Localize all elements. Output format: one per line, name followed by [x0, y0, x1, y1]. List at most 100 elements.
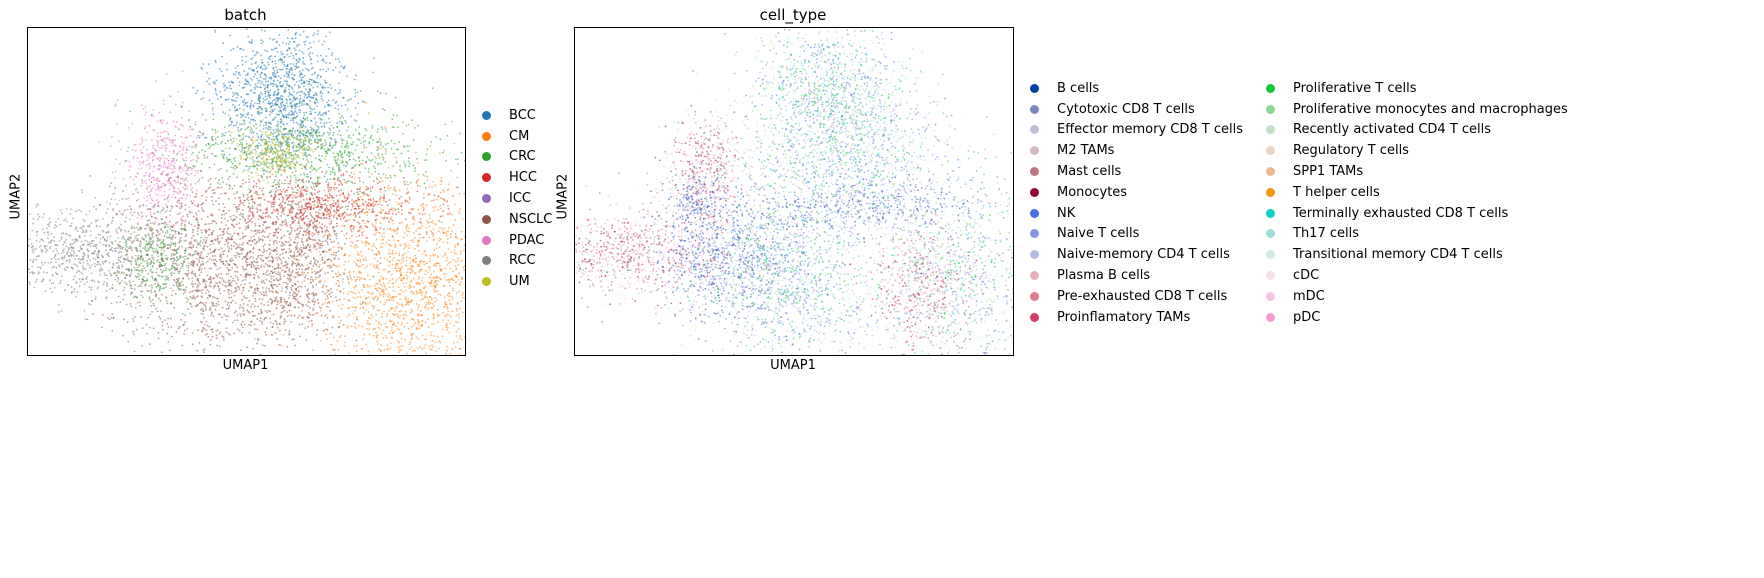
- legend-marker-icon: [1266, 146, 1275, 155]
- batch-x-axis-label: UMAP1: [27, 358, 464, 373]
- legend-item: Proinflamatory TAMs: [1030, 307, 1243, 328]
- legend-item: Proliferative monocytes and macrophages: [1266, 99, 1568, 120]
- legend-marker-icon: [1266, 292, 1275, 301]
- legend-item: Pre-exhausted CD8 T cells: [1030, 286, 1243, 307]
- legend-label: Proinflamatory TAMs: [1057, 310, 1190, 325]
- legend-item: mDC: [1266, 286, 1568, 307]
- legend-item: PDAC: [482, 230, 552, 251]
- legend-label: B cells: [1057, 81, 1099, 96]
- legend-label: mDC: [1293, 289, 1325, 304]
- legend-label: T helper cells: [1293, 185, 1380, 200]
- legend-label: UM: [509, 274, 530, 289]
- batch-chart-title: batch: [27, 6, 464, 24]
- legend-marker-icon: [482, 194, 491, 203]
- legend-item: Transitional memory CD4 T cells: [1266, 244, 1568, 265]
- legend-label: pDC: [1293, 310, 1320, 325]
- legend-item: CRC: [482, 147, 552, 168]
- legend-item: Naive T cells: [1030, 224, 1243, 245]
- legend-marker-icon: [1030, 167, 1039, 176]
- legend-label: Monocytes: [1057, 185, 1127, 200]
- legend-item: SPP1 TAMs: [1266, 161, 1568, 182]
- legend-marker-icon: [1266, 167, 1275, 176]
- legend-label: Terminally exhausted CD8 T cells: [1293, 206, 1508, 221]
- legend-item: Terminally exhausted CD8 T cells: [1266, 203, 1568, 224]
- legend-label: Naive-memory CD4 T cells: [1057, 247, 1230, 262]
- legend-item: T helper cells: [1266, 182, 1568, 203]
- legend-item: ICC: [482, 188, 552, 209]
- batch-y-axis-label: UMAP2: [9, 160, 24, 220]
- legend-marker-icon: [1266, 250, 1275, 259]
- batch-umap-plot: [27, 27, 466, 356]
- legend-label: M2 TAMs: [1057, 143, 1114, 158]
- legend-label: Naive T cells: [1057, 226, 1139, 241]
- cell-type-point-cloud: [692, 28, 944, 207]
- legend-item: NSCLC: [482, 209, 552, 230]
- batch-scatter-svg: [28, 28, 465, 355]
- cell-type-legend: B cells Cytotoxic CD8 T cells Effector mem…: [1030, 78, 1750, 578]
- legend-item: Recently activated CD4 T cells: [1266, 120, 1568, 141]
- legend-marker-icon: [1266, 313, 1275, 322]
- legend-item: NK: [1030, 203, 1243, 224]
- legend-label: NK: [1057, 206, 1075, 221]
- legend-marker-icon: [482, 215, 491, 224]
- legend-marker-icon: [1030, 292, 1039, 301]
- legend-marker-icon: [1030, 250, 1039, 259]
- legend-marker-icon: [1266, 188, 1275, 197]
- legend-item: pDC: [1266, 307, 1568, 328]
- legend-marker-icon: [482, 132, 491, 141]
- legend-item: Regulatory T cells: [1266, 140, 1568, 161]
- legend-marker-icon: [1030, 146, 1039, 155]
- legend-label: BCC: [509, 108, 536, 123]
- legend-item: Proliferative T cells: [1266, 78, 1568, 99]
- legend-marker-icon: [1266, 105, 1275, 114]
- legend-item: Th17 cells: [1266, 224, 1568, 245]
- legend-label: cDC: [1293, 268, 1319, 283]
- legend-marker-icon: [1030, 84, 1039, 93]
- legend-item: B cells: [1030, 78, 1243, 99]
- legend-label: Plasma B cells: [1057, 268, 1150, 283]
- legend-label: Transitional memory CD4 T cells: [1293, 247, 1503, 262]
- legend-marker-icon: [1030, 313, 1039, 322]
- cell-type-scatter-svg: [575, 28, 1013, 355]
- legend-marker-icon: [1266, 84, 1275, 93]
- cell-type-chart-title: cell_type: [574, 6, 1012, 24]
- legend-label: CRC: [509, 149, 536, 164]
- cell-type-umap-plot: [574, 27, 1014, 356]
- cell-type-y-axis-label: UMAP2: [556, 160, 571, 220]
- legend-item: CM: [482, 126, 552, 147]
- legend-label: Regulatory T cells: [1293, 143, 1409, 158]
- cell-type-point-cloud: [654, 151, 727, 232]
- legend-label: SPP1 TAMs: [1293, 164, 1363, 179]
- legend-item: BCC: [482, 105, 552, 126]
- legend-item: M2 TAMs: [1030, 140, 1243, 161]
- legend-label: Pre-exhausted CD8 T cells: [1057, 289, 1227, 304]
- legend-marker-icon: [1030, 229, 1039, 238]
- legend-label: NSCLC: [509, 212, 552, 227]
- legend-item: Effector memory CD8 T cells: [1030, 120, 1243, 141]
- legend-marker-icon: [482, 277, 491, 286]
- legend-marker-icon: [482, 152, 491, 161]
- legend-label: CM: [509, 129, 529, 144]
- legend-label: Cytotoxic CD8 T cells: [1057, 102, 1195, 117]
- legend-marker-icon: [1030, 188, 1039, 197]
- legend-marker-icon: [1266, 229, 1275, 238]
- legend-marker-icon: [1030, 105, 1039, 114]
- legend-item: HCC: [482, 167, 552, 188]
- legend-column: B cells Cytotoxic CD8 T cells Effector mem…: [1030, 78, 1243, 328]
- legend-item: Cytotoxic CD8 T cells: [1030, 99, 1243, 120]
- legend-marker-icon: [482, 111, 491, 120]
- legend-label: Recently activated CD4 T cells: [1293, 122, 1491, 137]
- legend-label: HCC: [509, 170, 537, 185]
- legend-marker-icon: [1030, 271, 1039, 280]
- legend-marker-icon: [482, 236, 491, 245]
- legend-marker-icon: [1266, 125, 1275, 134]
- legend-marker-icon: [1266, 209, 1275, 218]
- legend-label: ICC: [509, 191, 531, 206]
- legend-item: RCC: [482, 251, 552, 272]
- legend-item: Monocytes: [1030, 182, 1243, 203]
- legend-marker-icon: [1030, 125, 1039, 134]
- legend-item: Naive-memory CD4 T cells: [1030, 244, 1243, 265]
- legend-marker-icon: [1030, 209, 1039, 218]
